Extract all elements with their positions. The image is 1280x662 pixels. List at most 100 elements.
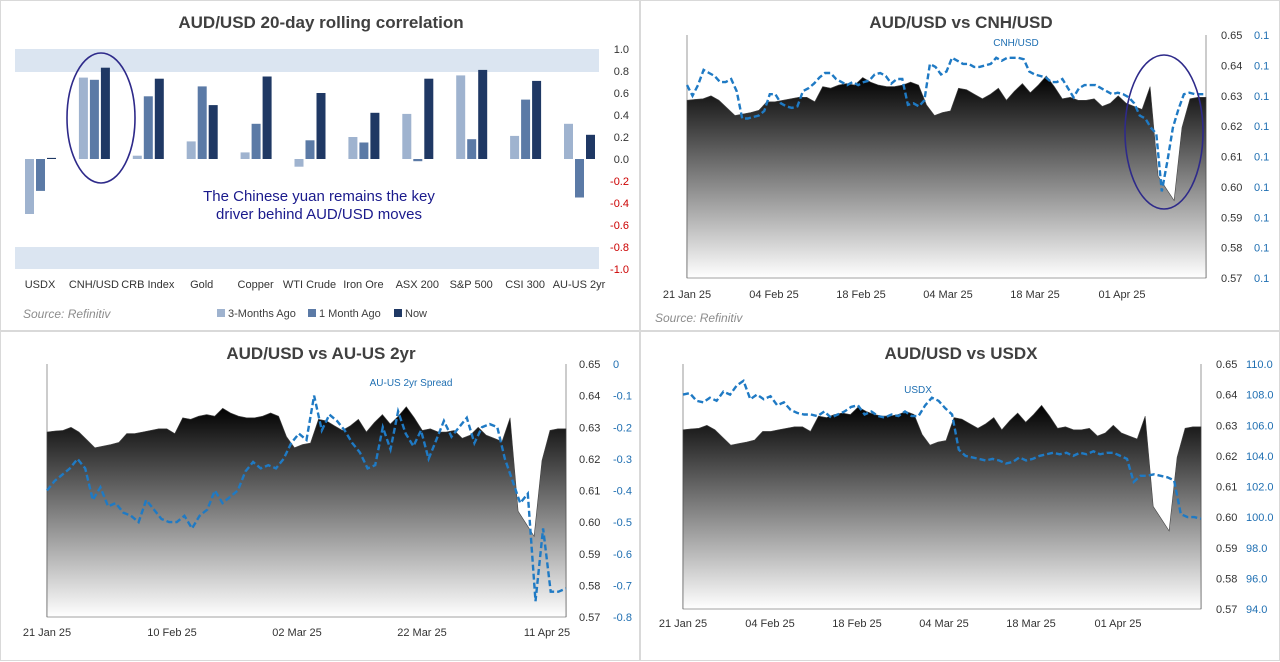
- bar-iron-ore-s2: [370, 112, 380, 159]
- legend-swatch-3m: [217, 309, 225, 317]
- category-label: CRB Index: [121, 279, 175, 291]
- left-y-tick: 0.63: [1221, 91, 1242, 103]
- category-label: USDX: [25, 279, 56, 291]
- annotation-line-2: driver behind AUD/USD moves: [216, 206, 422, 223]
- left-y-tick: 0.62: [579, 454, 600, 466]
- legend-3-months-ago: 3-Months Ago: [228, 308, 296, 320]
- category-label: Iron Ore: [343, 279, 383, 291]
- x-tick-label: 21 Jan 25: [23, 627, 71, 639]
- left-y-ticks: 0.65 0.64 0.63 0.62 0.61 0.60 0.59 0.58 0.57: [1216, 359, 1237, 616]
- chart-title: AUD/USD 20-day rolling correlation: [178, 13, 463, 32]
- x-tick-label: 02 Mar 25: [272, 627, 322, 639]
- chart-title: AUD/USD vs USDX: [884, 344, 1038, 363]
- plot-area: 0.65 0.64 0.63 0.62 0.61 0.60 0.59 0.58 0.57 0 -0.…: [23, 359, 632, 639]
- x-tick-label: 22 Mar 25: [397, 627, 447, 639]
- chart-title: AUD/USD vs CNH/USD: [869, 13, 1052, 32]
- left-y-tick: 0.65: [1221, 30, 1242, 42]
- right-y-tick: 0.1: [1254, 121, 1269, 133]
- category-label: Gold: [190, 279, 213, 291]
- x-tick-label: 21 Jan 25: [659, 618, 707, 630]
- y-axis-ticks: 1.0 0.8 0.6 0.4 0.2 0.0 -0.2 -0.4 -0.6 -0.8 -1.0: [610, 44, 629, 276]
- right-y-tick: 94.0: [1246, 604, 1267, 616]
- left-y-tick: 0.59: [1221, 212, 1242, 224]
- series-label: CNH/USD: [993, 38, 1039, 49]
- left-y-tick: 0.58: [1221, 243, 1242, 255]
- right-y-ticks: 110.0 108.0 106.0 104.0 102.0 100.0 98.0 96.0 94…: [1246, 359, 1274, 616]
- lower-band: [15, 247, 599, 269]
- left-y-tick: 0.62: [1221, 121, 1242, 133]
- audusd-area: [686, 75, 1207, 279]
- left-y-tick: 0.59: [579, 549, 600, 561]
- bar-s-p-500-s1: [467, 139, 477, 159]
- legend-1-month-ago: 1 Month Ago: [319, 308, 381, 320]
- category-labels: USDX CNH/USD CRB Index Gold Copper WTI Crude I…: [25, 279, 606, 291]
- bar-cnh-usd-s1: [89, 79, 99, 159]
- right-y-tick: 0.1: [1254, 60, 1269, 72]
- category-label: S&P 500: [450, 279, 493, 291]
- right-y-tick: 100.0: [1246, 512, 1274, 524]
- highlight-ellipse: [1124, 54, 1204, 210]
- left-y-tick: 0.64: [1216, 390, 1237, 402]
- category-label: ASX 200: [396, 279, 439, 291]
- bar-s-p-500-s2: [478, 69, 488, 159]
- y-tick-label: 0.2: [614, 132, 629, 144]
- right-y-tick: 108.0: [1246, 390, 1274, 402]
- bar-csi-300-s0: [510, 135, 520, 159]
- right-y-tick: -0.5: [613, 517, 632, 529]
- audusd-usdx-chart: AUD/USD vs USDX 0.65 0.64 0.63 0.62 0.61 0.60…: [659, 344, 1274, 630]
- x-tick-label: 04 Mar 25: [919, 618, 969, 630]
- bar-copper-s2: [262, 76, 272, 159]
- correlation-bar-chart: AUD/USD 20-day rolling correlation 1.0 0.…: [15, 13, 629, 321]
- left-y-tick: 0.60: [1221, 182, 1242, 194]
- left-y-tick: 0.57: [1221, 273, 1242, 285]
- audusd-cnh-chart: AUD/USD vs CNH/USD 0.650.640.630.620.610…: [655, 13, 1269, 325]
- left-y-tick: 0.61: [579, 486, 600, 498]
- dashed-series-line: [685, 56, 1206, 192]
- right-y-tick: -0.8: [613, 612, 632, 624]
- x-tick-label: 18 Feb 25: [832, 618, 882, 630]
- bar-csi-300-s1: [521, 99, 531, 159]
- plot-area: 0.650.640.630.620.610.600.590.580.570.10…: [663, 30, 1269, 301]
- x-tick-label: 21 Jan 25: [663, 289, 711, 301]
- right-y-tick: -0.7: [613, 580, 632, 592]
- x-tick-label: 01 Apr 25: [1094, 618, 1141, 630]
- y-tick-label: 0.8: [614, 66, 629, 78]
- bar-cnh-usd-s0: [78, 77, 88, 159]
- chart-title: AUD/USD vs AU-US 2yr: [226, 344, 416, 363]
- x-tick-label: 18 Mar 25: [1010, 289, 1060, 301]
- left-y-tick: 0.64: [1221, 60, 1242, 72]
- y-tick-label: -0.2: [610, 176, 629, 188]
- y-tick-label: 0.0: [614, 154, 629, 166]
- bar-asx-200-s0: [402, 113, 412, 159]
- right-y-tick: -0.4: [613, 486, 632, 498]
- bar-group: [25, 67, 595, 214]
- x-tick-label: 01 Apr 25: [1098, 289, 1145, 301]
- left-y-tick: 0.62: [1216, 451, 1237, 463]
- category-label: Copper: [238, 279, 274, 291]
- y-tick-label: 1.0: [614, 44, 629, 56]
- x-axis-labels: 21 Jan 25 04 Feb 25 18 Feb 25 04 Mar 25 18 M…: [663, 289, 1146, 301]
- x-axis-labels: 21 Jan 25 10 Feb 25 02 Mar 25 22 Mar 25 11 A…: [23, 627, 570, 639]
- legend-now: Now: [405, 308, 427, 320]
- x-tick-label: 04 Feb 25: [745, 618, 795, 630]
- right-y-tick: -0.3: [613, 454, 632, 466]
- right-y-tick: 110.0: [1246, 359, 1273, 371]
- bar-au-us-2yr-s0: [564, 123, 573, 159]
- x-tick-label: 18 Mar 25: [1006, 618, 1056, 630]
- series-label: USDX: [904, 385, 932, 396]
- bar-usdx-s2: [47, 157, 56, 159]
- category-label: CNH/USD: [69, 279, 119, 291]
- highlight-ellipse: [66, 52, 136, 184]
- legend-swatch-1m: [308, 309, 316, 317]
- left-y-tick: 0.57: [1216, 604, 1237, 616]
- au-us-2yr-panel: AUD/USD vs AU-US 2yr 0.65 0.64 0.63 0.62 0.6…: [0, 331, 640, 661]
- annotation-line-1: The Chinese yuan remains the key: [203, 188, 435, 205]
- right-y-tick: 0.1: [1254, 243, 1269, 255]
- left-y-tick: 0.60: [1216, 512, 1237, 524]
- left-y-tick: 0.63: [1216, 420, 1237, 432]
- bar-crb-index-s1: [143, 96, 153, 159]
- bar-au-us-2yr-s2: [586, 134, 595, 159]
- upper-band: [15, 49, 599, 72]
- bar-wti-crude-s2: [316, 93, 326, 159]
- bar-asx-200-s2: [424, 78, 434, 159]
